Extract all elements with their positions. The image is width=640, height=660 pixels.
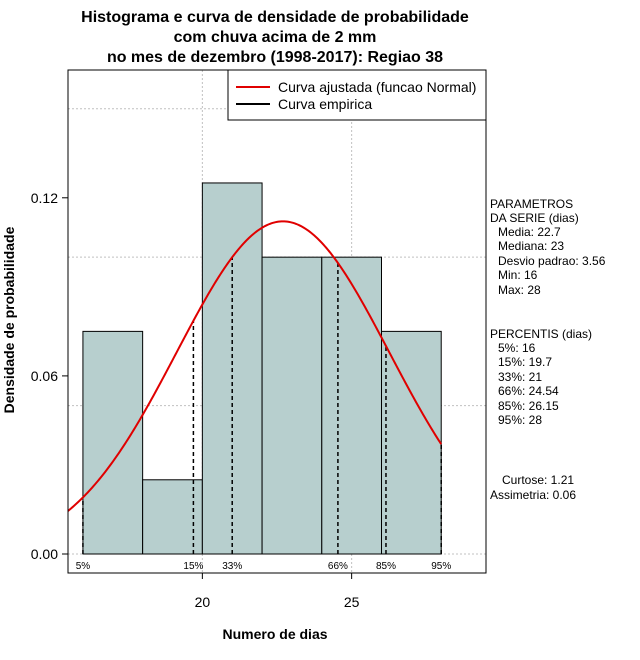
x-tick-label-1: 25 bbox=[344, 594, 360, 610]
y-tick-label-2: 0.12 bbox=[31, 190, 58, 206]
percentile-label-0: 5% bbox=[76, 561, 91, 572]
percentis-header: PERCENTIS (dias) bbox=[490, 327, 592, 341]
param-max: Max: 28 bbox=[498, 283, 541, 297]
histogram-bars bbox=[82, 182, 442, 555]
histogram-bar-4 bbox=[321, 256, 382, 555]
assimetria: Assimetria: 0.06 bbox=[490, 488, 576, 502]
side-statistics: PARAMETROS DA SERIE (dias) Media: 22.7 M… bbox=[490, 197, 606, 502]
percentile-labels: 5% 15% 33% 66% 85% 95% bbox=[76, 561, 452, 572]
percentil-85: 85%: 26.15 bbox=[498, 399, 559, 413]
y-axis-label: Densidade de probabilidade bbox=[1, 226, 17, 413]
chart-title: Histograma e curva de densidade de proba… bbox=[81, 9, 469, 66]
x-axis-label: Numero de dias bbox=[222, 626, 327, 642]
histogram-bar-5 bbox=[381, 330, 442, 555]
histogram-bar-1 bbox=[142, 479, 203, 555]
histogram-bar-3 bbox=[261, 256, 323, 555]
y-tick-label-0: 0.00 bbox=[31, 546, 58, 562]
y-tick-label-1: 0.06 bbox=[31, 368, 58, 384]
x-tick-label-0: 20 bbox=[195, 594, 211, 610]
title-line-3: no mes de dezembro (1998-2017): Regiao 3… bbox=[107, 49, 443, 66]
legend: Curva ajustada (funcao Normal) Curva emp… bbox=[227, 69, 487, 121]
title-line-1: Histograma e curva de densidade de proba… bbox=[81, 9, 469, 26]
percentil-15: 15%: 19.7 bbox=[498, 355, 552, 369]
percentile-label-4: 85% bbox=[376, 561, 396, 572]
param-mediana: Mediana: 23 bbox=[498, 239, 564, 253]
percentile-label-3: 66% bbox=[328, 561, 348, 572]
percentil-5: 5%: 16 bbox=[498, 341, 536, 355]
percentil-33: 33%: 21 bbox=[498, 370, 542, 384]
y-axis: 0.00 0.06 0.12 bbox=[31, 190, 68, 562]
legend-box bbox=[227, 69, 487, 121]
curtose: Curtose: 1.21 bbox=[502, 473, 574, 487]
param-desvio: Desvio padrao: 3.56 bbox=[498, 254, 606, 268]
percentile-label-5: 95% bbox=[431, 561, 451, 572]
percentile-label-2: 33% bbox=[222, 561, 242, 572]
x-axis: 20 25 bbox=[195, 573, 360, 610]
histogram-bar-0 bbox=[82, 330, 144, 555]
title-line-2: com chuva acima de 2 mm bbox=[174, 29, 377, 46]
params-header-1: PARAMETROS bbox=[490, 197, 573, 211]
normal-curve-line bbox=[67, 220, 443, 512]
percentil-66: 66%: 24.54 bbox=[498, 384, 559, 398]
params-header-2: DA SERIE (dias) bbox=[490, 211, 579, 225]
param-min: Min: 16 bbox=[498, 268, 538, 282]
legend-label-normal: Curva ajustada (funcao Normal) bbox=[278, 79, 476, 95]
param-media: Media: 22.7 bbox=[498, 225, 561, 239]
percentile-lines bbox=[82, 257, 442, 554]
percentile-label-1: 15% bbox=[183, 561, 203, 572]
legend-label-empirica: Curva empirica bbox=[278, 96, 372, 112]
percentil-95: 95%: 28 bbox=[498, 413, 542, 427]
